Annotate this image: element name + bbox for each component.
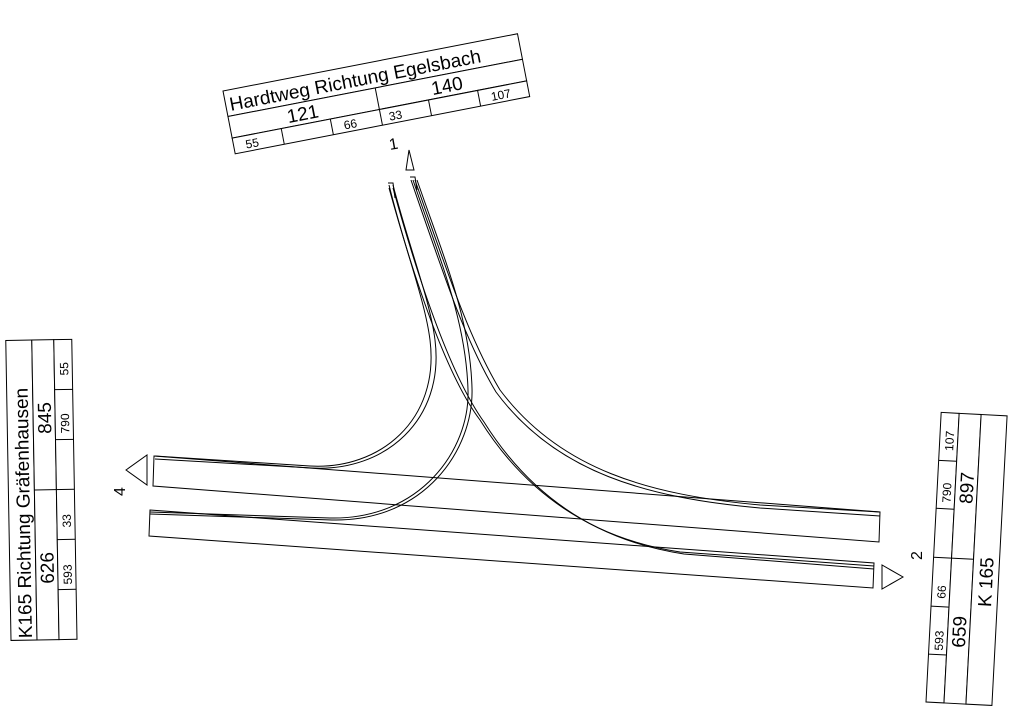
flow-north-to-east-a — [388, 187, 875, 567]
north-in-right: 66 — [342, 116, 358, 132]
west-out-a: 790 — [58, 413, 72, 434]
flow-north-to-east-b — [392, 187, 875, 570]
north-lane-stub-right — [410, 176, 418, 191]
east-out-a: 790 — [939, 482, 954, 503]
east-arrow — [881, 564, 905, 590]
west-out-total: 845 — [35, 402, 57, 434]
east-in-total: 659 — [949, 615, 972, 648]
west-out-b: 55 — [57, 362, 71, 376]
arm-number-2: 2 — [909, 551, 926, 560]
west-in-b: 33 — [60, 514, 74, 528]
north-in-left: 55 — [244, 135, 260, 151]
east-out-b: 107 — [942, 430, 957, 451]
west-arrow — [125, 454, 148, 486]
west-in-a: 593 — [61, 564, 75, 585]
flow-west-to-north-b — [149, 179, 473, 521]
north-out-left: 33 — [388, 107, 404, 123]
east-out-total: 897 — [956, 472, 979, 505]
flow-north-to-west-b — [154, 184, 437, 469]
west-count-box: K165 Richtung Gräfenhausen 626 845 593 3… — [5, 338, 78, 641]
west-in-total: 626 — [37, 552, 59, 584]
east-count-box: 593 66 790 107 659 897 K 165 — [925, 411, 1008, 706]
main-road-band-upper — [152, 455, 881, 543]
east-title: K 165 — [975, 557, 999, 608]
east-in-b: 66 — [934, 585, 949, 599]
flow-east-to-north-b — [410, 179, 881, 517]
north-arrow — [405, 149, 415, 171]
flow-east-to-north-a — [414, 179, 881, 513]
flow-west-to-north-a — [149, 179, 469, 519]
arm-number-1: 1 — [388, 136, 400, 154]
west-title: K165 Richtung Gräfenhausen — [12, 388, 37, 639]
north-count-box: Hardtweg Richtung Egelsbach 121 140 55 6… — [222, 33, 531, 155]
main-road-band-lower — [148, 509, 875, 589]
flow-north-to-west-a — [154, 184, 432, 467]
north-out-right: 107 — [490, 86, 513, 104]
arm-number-4: 4 — [112, 487, 129, 496]
east-in-a: 593 — [932, 630, 947, 651]
